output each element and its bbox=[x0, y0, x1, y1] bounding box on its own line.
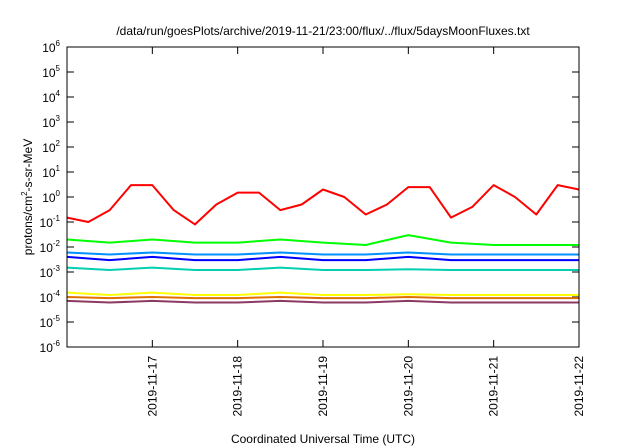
series-line-1 bbox=[66, 184, 580, 226]
series-line-2 bbox=[66, 234, 579, 246]
y-tick-base: 10 bbox=[40, 291, 54, 305]
y-tick-base: 10 bbox=[42, 141, 56, 155]
y-tick-label: 10-1 bbox=[40, 214, 61, 230]
y-tick-exponent: -2 bbox=[53, 239, 61, 248]
series-line-8 bbox=[66, 299, 579, 304]
y-axis-label-part-1: protons/cm bbox=[21, 196, 35, 255]
x-tick-label: 2019-11-20 bbox=[401, 356, 415, 417]
y-tick-base: 10 bbox=[40, 241, 54, 255]
y-tick-base: 10 bbox=[42, 41, 56, 55]
y-tick-label: 100 bbox=[42, 189, 60, 205]
y-tick-exponent: 6 bbox=[56, 39, 61, 48]
y-tick-exponent: 4 bbox=[56, 89, 61, 98]
y-axis-label-superscript: 2 bbox=[20, 191, 29, 196]
y-tick-label: 103 bbox=[42, 114, 60, 130]
x-tick-label: 2019-11-22 bbox=[572, 356, 586, 417]
y-tick-label: 10-2 bbox=[40, 239, 61, 255]
y-tick-base: 10 bbox=[40, 316, 54, 330]
y-axis: 10-610-510-410-310-210-11001011021031041… bbox=[40, 39, 579, 355]
series-line-4 bbox=[66, 255, 579, 262]
y-tick-exponent: -3 bbox=[53, 264, 61, 273]
x-tick-label: 2019-11-21 bbox=[487, 356, 501, 417]
x-tick-label: 2019-11-18 bbox=[231, 356, 245, 417]
y-tick-label: 101 bbox=[42, 164, 60, 180]
x-tick-label: 2019-11-19 bbox=[316, 356, 330, 417]
y-tick-base: 10 bbox=[40, 216, 54, 230]
y-tick-label: 10-4 bbox=[40, 289, 61, 305]
y-tick-exponent: -1 bbox=[53, 214, 61, 223]
y-tick-label: 104 bbox=[42, 89, 60, 105]
y-tick-exponent: 1 bbox=[56, 164, 61, 173]
series-group bbox=[66, 184, 580, 304]
series-line-6 bbox=[66, 291, 579, 296]
y-tick-exponent: 2 bbox=[56, 139, 61, 148]
y-tick-label: 10-3 bbox=[40, 264, 61, 280]
y-tick-base: 10 bbox=[42, 91, 56, 105]
y-tick-base: 10 bbox=[42, 66, 56, 80]
y-tick-base: 10 bbox=[40, 266, 54, 280]
y-tick-exponent: 5 bbox=[56, 64, 61, 73]
y-tick-base: 10 bbox=[40, 341, 54, 355]
y-tick-exponent: -6 bbox=[53, 339, 61, 348]
y-tick-base: 10 bbox=[42, 116, 56, 130]
y-tick-label: 102 bbox=[42, 139, 60, 155]
y-tick-label: 105 bbox=[42, 64, 60, 80]
y-axis-label-part-2: -s-sr-MeV bbox=[21, 139, 35, 192]
y-tick-base: 10 bbox=[42, 166, 56, 180]
y-tick-label: 10-5 bbox=[40, 314, 61, 330]
chart-title: /data/run/goesPlots/archive/2019-11-21/2… bbox=[116, 24, 530, 38]
y-tick-label: 106 bbox=[42, 39, 60, 55]
y-tick-label: 10-6 bbox=[40, 339, 61, 355]
y-tick-exponent: 3 bbox=[56, 114, 61, 123]
y-tick-exponent: 0 bbox=[56, 189, 61, 198]
y-tick-base: 10 bbox=[42, 191, 56, 205]
plot-frame bbox=[66, 46, 580, 348]
x-axis: 2019-11-17 2019-11-18 2019-11-19 2019-11-20… bbox=[145, 47, 586, 417]
y-tick-exponent: -5 bbox=[53, 314, 61, 323]
x-tick-label: 2019-11-17 bbox=[145, 356, 159, 417]
y-tick-exponent: -4 bbox=[53, 289, 61, 298]
series-line-5 bbox=[66, 266, 579, 271]
y-axis-label: protons/cm2-s-sr-MeV bbox=[20, 139, 35, 255]
x-axis-label: Coordinated Universal Time (UTC) bbox=[231, 432, 415, 446]
series-line-3 bbox=[66, 251, 579, 256]
series-line-7 bbox=[66, 296, 579, 300]
